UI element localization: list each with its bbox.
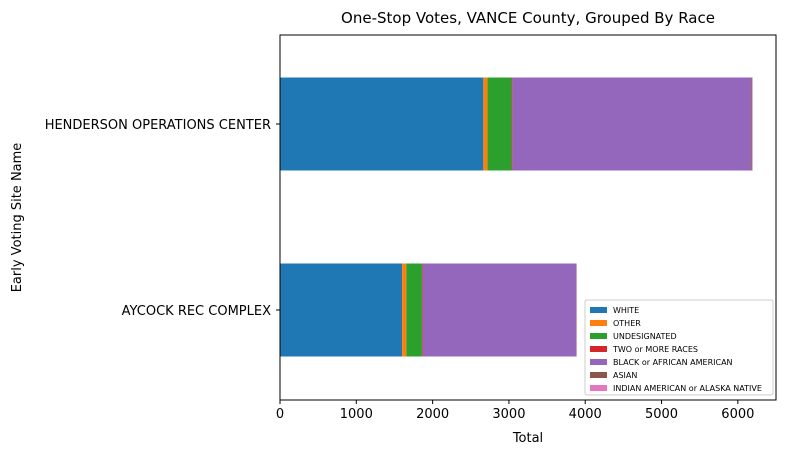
legend-label: UNDESIGNATED <box>613 332 677 341</box>
x-axis-label: Total <box>512 431 543 446</box>
x-tick-label: 0 <box>276 407 284 422</box>
x-tick-label: 3000 <box>492 407 525 422</box>
legend-label: BLACK or AFRICAN AMERICAN <box>613 358 733 367</box>
bar-segment <box>406 263 422 357</box>
x-axis: 0 1000 2000 3000 4000 5000 6000 <box>276 400 754 422</box>
bar-segment <box>511 77 513 171</box>
legend-swatch <box>590 320 607 326</box>
x-tick-label: 1000 <box>340 407 373 422</box>
legend-swatch <box>590 346 607 352</box>
bar-segment <box>487 77 512 171</box>
bar-segment <box>280 77 484 171</box>
bar-segment <box>422 263 577 357</box>
chart-title: One-Stop Votes, VANCE County, Grouped By… <box>341 9 715 27</box>
y-tick-label: AYCOCK REC COMPLEX <box>122 304 271 319</box>
legend-label: WHITE <box>613 306 639 315</box>
legend-swatch <box>590 307 607 313</box>
bars-group <box>280 77 753 357</box>
bar-segment <box>280 263 403 357</box>
y-axis: AYCOCK REC COMPLEX HENDERSON OPERATIONS C… <box>45 118 280 319</box>
legend-label: OTHER <box>613 319 641 328</box>
x-tick-label: 6000 <box>721 407 754 422</box>
bar-segment <box>512 77 752 171</box>
x-tick-label: 2000 <box>416 407 449 422</box>
legend: WHITE OTHER UNDESIGNATED TWO or MORE RACES B… <box>584 299 774 396</box>
bar-segment <box>483 77 488 171</box>
y-tick-label: HENDERSON OPERATIONS CENTER <box>45 118 271 133</box>
legend-label: ASIAN <box>613 371 637 380</box>
legend-label: INDIAN AMERICAN or ALASKA NATIVE <box>613 384 762 393</box>
legend-label: TWO or MORE RACES <box>612 345 698 354</box>
bar-segment <box>421 263 423 357</box>
legend-swatch <box>590 372 607 378</box>
x-tick-label: 4000 <box>569 407 602 422</box>
bar-segment <box>751 77 753 171</box>
x-tick-label: 5000 <box>645 407 678 422</box>
y-axis-label: Early Voting Site Name <box>10 143 25 293</box>
legend-swatch <box>590 359 607 365</box>
bar-segment <box>402 263 407 357</box>
legend-box <box>584 299 774 396</box>
legend-swatch <box>590 385 607 391</box>
plot-frame <box>279 34 777 401</box>
legend-swatch <box>590 333 607 339</box>
